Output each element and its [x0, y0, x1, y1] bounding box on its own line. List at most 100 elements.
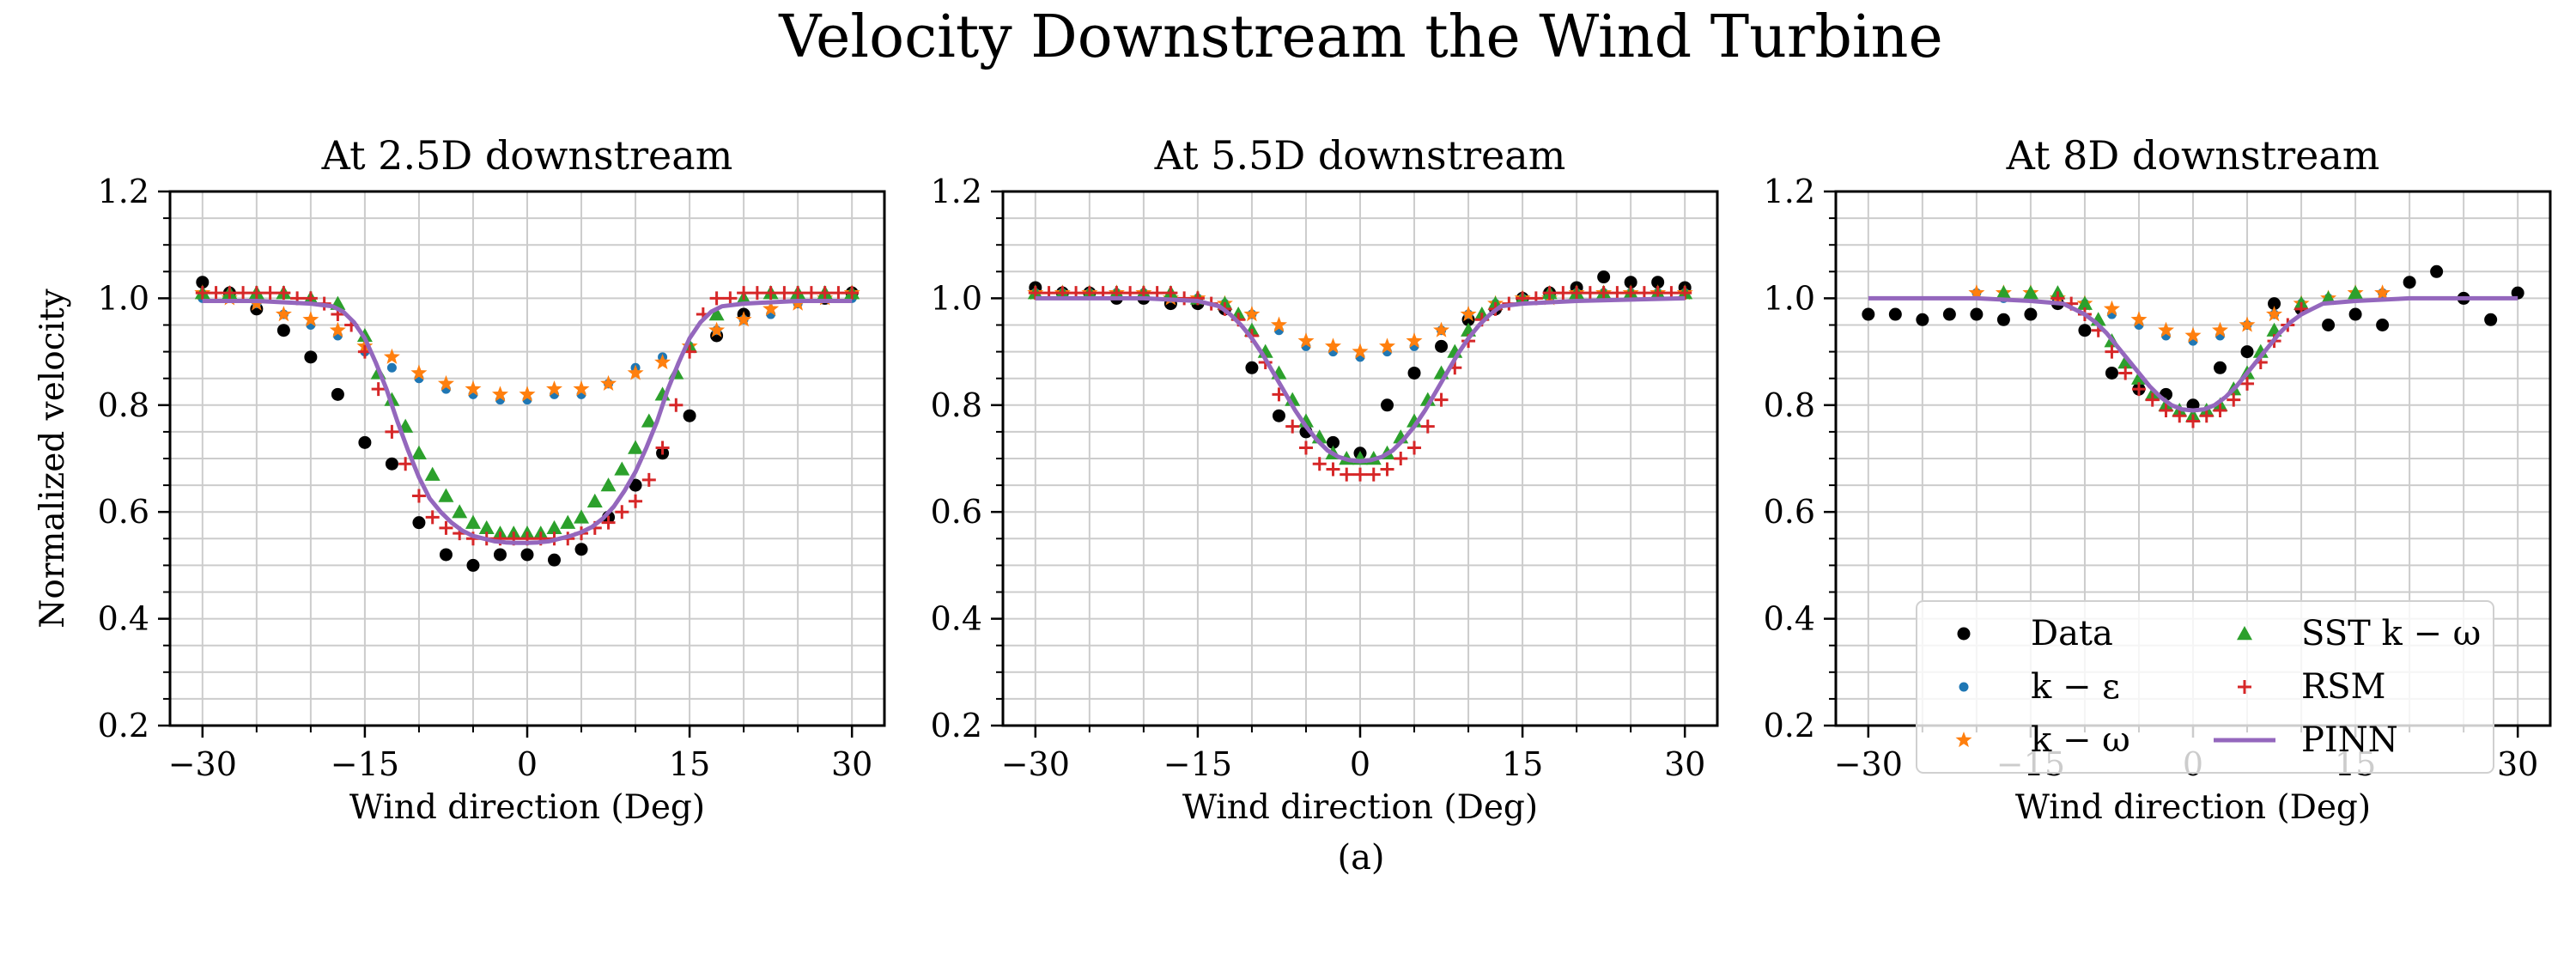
axes-frame	[1001, 190, 1719, 727]
legend-box	[1916, 600, 2494, 774]
k_omega-point	[519, 386, 536, 402]
k_omega-point	[2239, 316, 2256, 332]
data-point	[683, 409, 696, 422]
k_omega-point	[1968, 284, 1985, 301]
x-tick-label: 0	[517, 745, 538, 783]
legend-label: PINN	[2301, 720, 2398, 760]
x-tick-label: 30	[2497, 745, 2538, 783]
k_omega-point	[1270, 316, 1287, 332]
data-point	[304, 350, 318, 364]
k_omega-point	[437, 374, 454, 391]
rsm-point	[1556, 286, 1571, 301]
y-tick-label: 1.0	[931, 279, 982, 317]
rsm-point	[777, 286, 792, 301]
data-point	[2430, 264, 2444, 278]
rsm-point	[831, 286, 846, 301]
y-tick-label: 0.4	[931, 600, 982, 638]
rsm-point	[817, 286, 832, 301]
k_omega-point	[1297, 332, 1315, 349]
rsm-point	[236, 286, 251, 301]
rsm-point	[2172, 409, 2187, 423]
panel-title: At 8D downstream	[2006, 132, 2380, 179]
k_omega-point	[1379, 337, 1395, 354]
k_omega-point	[1433, 321, 1450, 337]
x-tick-label: −15	[1163, 745, 1232, 783]
ticks: −30 −15 0 15 30 0.2 0.4 0.6 0.8 1.0 1.2	[931, 173, 1706, 783]
data-point	[2484, 313, 2498, 326]
sst_k_omega-point	[452, 504, 468, 519]
k_omega-point	[2158, 321, 2174, 337]
sst_k_omega-point	[574, 509, 590, 524]
data-point	[466, 558, 480, 572]
data-point	[385, 457, 398, 471]
y-tick-label: 0.8	[931, 386, 982, 424]
rsm-point	[1583, 286, 1597, 301]
data-point	[2322, 319, 2336, 331]
legend-entry-data: Data	[1957, 614, 2113, 653]
rsm-point	[2118, 366, 2133, 380]
panel-title: At 2.5D downstream	[321, 132, 733, 179]
data-point	[331, 387, 344, 401]
rsm-point	[2227, 392, 2241, 407]
k_omega-point	[2184, 326, 2202, 343]
sst_k_omega-point	[546, 519, 562, 535]
y-tick-label: 0.2	[98, 707, 149, 744]
data-point	[1597, 270, 1611, 284]
rsm-point	[1298, 440, 1313, 455]
rsm-point	[1312, 457, 1327, 471]
sst_k_omega-point	[560, 514, 576, 529]
rsm-point	[1678, 286, 1692, 301]
x-tick-label: 30	[831, 745, 872, 783]
data-point	[2240, 345, 2254, 359]
legend-marker-rsm	[2238, 680, 2251, 694]
figure-caption: (a)	[1337, 838, 1384, 878]
rsm-point	[1394, 452, 1408, 465]
data-point	[2268, 297, 2281, 311]
sst_k_omega-point	[614, 461, 630, 476]
rsm-point	[1285, 419, 1300, 434]
data-point	[2105, 366, 2118, 380]
rsm-point	[371, 382, 386, 397]
data-point	[2078, 324, 2092, 337]
data-point	[1435, 339, 1449, 353]
sst_k_omega-point	[424, 466, 440, 481]
k_epsilon-point	[386, 362, 397, 373]
panel-title: At 5.5D downstream	[1154, 132, 1566, 179]
sst_k_omega-point	[586, 493, 603, 507]
rsm-point	[641, 472, 656, 487]
sst_k_omega-point	[1996, 285, 2012, 300]
x-tick-label: 30	[1664, 745, 1705, 783]
rsm-point	[1610, 286, 1625, 301]
x-tick-label: −15	[331, 745, 399, 783]
series-data	[1862, 264, 2524, 412]
rsm-point	[1570, 286, 1584, 301]
pinn-line	[1868, 295, 2518, 413]
pinn-line	[1035, 295, 1686, 464]
y-tick-label: 0.6	[98, 493, 149, 531]
rsm-point	[1326, 462, 1340, 477]
series-pinn	[1035, 295, 1686, 464]
k_omega-point	[2130, 311, 2148, 327]
figure-title: Velocity Downstream the Wind Turbine	[778, 3, 1942, 71]
k_omega-point	[627, 364, 644, 380]
k_omega-point	[2374, 284, 2391, 301]
y-tick-label: 1.2	[98, 173, 149, 210]
legend-entry-rsm: RSM	[2238, 667, 2385, 707]
rsm-point	[737, 286, 751, 301]
sst_k_omega-point	[2348, 285, 2364, 300]
rsm-point	[2199, 409, 2214, 423]
data-point	[1970, 307, 1984, 321]
data-point	[2214, 361, 2227, 374]
legend-entry-k_omega: k − ω	[1955, 720, 2130, 760]
rsm-point	[385, 424, 399, 439]
y-tick-label: 1.2	[931, 173, 982, 210]
series-pinn	[1868, 295, 2518, 413]
data-point	[1916, 313, 1929, 326]
series-pinn	[202, 299, 853, 545]
data-point	[1245, 361, 1259, 374]
rsm-point	[263, 286, 277, 301]
data-point	[548, 553, 562, 567]
rsm-point	[1380, 462, 1394, 477]
k_omega-point	[735, 311, 752, 327]
y-tick-label: 0.8	[98, 386, 149, 424]
